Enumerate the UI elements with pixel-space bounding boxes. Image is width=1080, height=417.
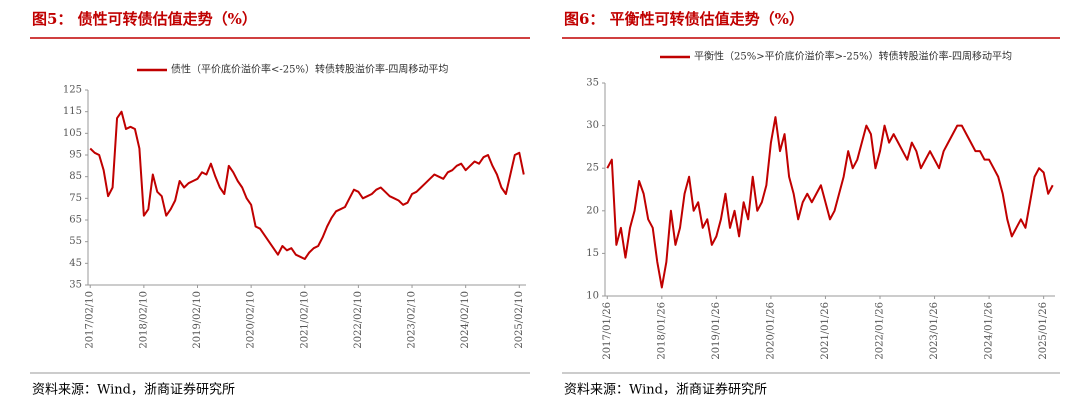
x-tick-label: 2021/01/26 — [820, 302, 831, 360]
y-tick-label: 20 — [586, 205, 599, 216]
x-tick-label: 2019/02/10 — [192, 291, 203, 349]
x-tick-label: 2021/02/10 — [299, 291, 310, 349]
y-tick-label: 115 — [63, 106, 82, 117]
x-tick-label: 2017/02/10 — [85, 291, 96, 349]
y-tick-label: 105 — [63, 128, 82, 139]
y-tick-label: 85 — [69, 171, 82, 182]
x-tick-label: 2023/02/10 — [407, 291, 418, 349]
y-tick-label: 35 — [586, 78, 599, 89]
line-series — [606, 116, 1054, 289]
y-tick-label: 95 — [69, 150, 82, 161]
x-tick-label: 2018/02/10 — [138, 291, 149, 349]
source: 资料来源：Wind，浙商证券研究所 — [564, 382, 767, 398]
x-tick-label: 2018/01/26 — [656, 302, 667, 360]
x-tick-label: 2022/02/10 — [353, 291, 364, 349]
y-tick-label: 65 — [69, 215, 82, 226]
y-tick-label: 125 — [63, 85, 82, 96]
x-tick-label: 2020/02/10 — [246, 291, 257, 349]
y-tick-label: 15 — [586, 248, 599, 259]
y-tick-label: 55 — [69, 236, 82, 247]
y-tick-label: 45 — [69, 258, 82, 269]
x-tick-label: 2025/01/26 — [1038, 302, 1049, 360]
x-tick-label: 2025/02/10 — [514, 291, 525, 349]
y-tick-label: 75 — [69, 193, 82, 204]
y-tick-label: 35 — [69, 280, 82, 291]
chart-title: 图6： 平衡性可转债估值走势（%） — [564, 10, 804, 28]
y-tick-label: 10 — [586, 291, 599, 302]
x-tick-label: 2019/01/26 — [711, 302, 722, 360]
y-tick-label: 25 — [586, 163, 599, 174]
x-tick-label: 2020/01/26 — [765, 302, 776, 360]
x-tick-label: 2023/01/26 — [929, 302, 940, 360]
x-tick-label: 2017/01/26 — [602, 302, 613, 360]
x-tick-label: 2024/02/10 — [460, 291, 471, 349]
source: 资料来源：Wind，浙商证券研究所 — [32, 382, 235, 398]
x-tick-label: 2022/01/26 — [875, 302, 886, 360]
y-tick-label: 30 — [586, 120, 599, 131]
chart-title: 图5： 债性可转债估值走势（%） — [32, 10, 257, 28]
line-series — [89, 110, 525, 260]
legend-label: 平衡性（25%>平价底价溢价率>-25%）转债转股溢价率-四周移动平均 — [694, 50, 1012, 63]
x-tick-label: 2024/01/26 — [984, 302, 995, 360]
legend-label: 债性（平价底价溢价率<-25%）转债转股溢价率-四周移动平均 — [171, 63, 448, 76]
